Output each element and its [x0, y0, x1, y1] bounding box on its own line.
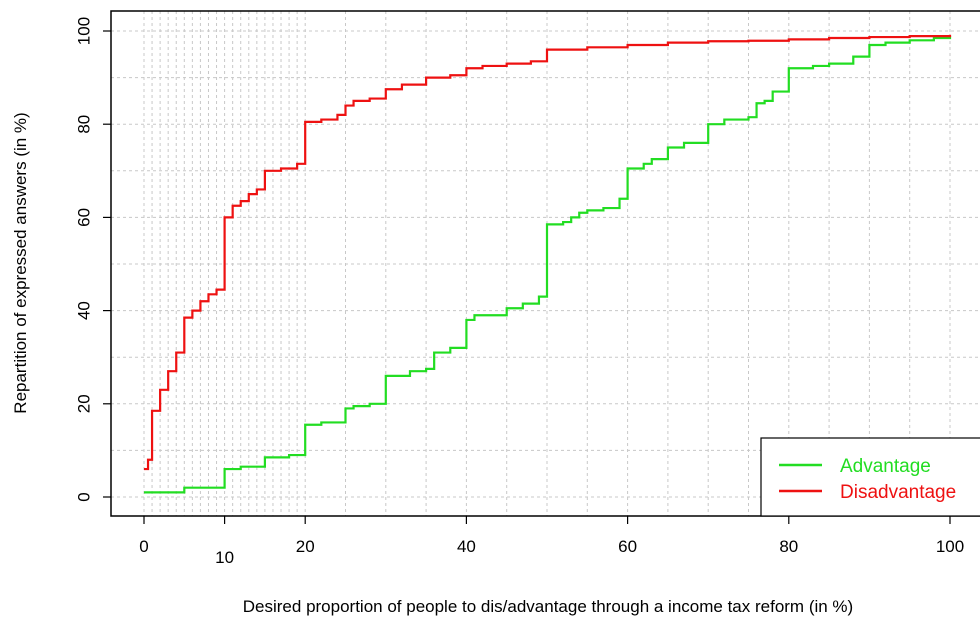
legend: Advantage Disadvantage — [760, 437, 980, 517]
y-tick-label: 80 — [74, 115, 93, 134]
y-tick-label: 100 — [74, 17, 93, 45]
legend-box — [760, 437, 980, 517]
legend-label-advantage: Advantage — [840, 456, 931, 477]
x-tick-label: 100 — [936, 537, 964, 556]
series-lines — [144, 34, 952, 494]
y-tick-label: 20 — [74, 394, 93, 413]
x-tick-label: 60 — [618, 537, 637, 556]
x-tick-label: 20 — [296, 537, 315, 556]
x-tick-label: 40 — [457, 537, 476, 556]
x-axis: 0 10 20 40 60 80 100 — [139, 516, 964, 567]
y-tick-label: 0 — [74, 492, 93, 501]
legend-label-disadvantage: Disadvantage — [840, 482, 956, 503]
series-line-advantage — [144, 35, 952, 494]
y-tick-label: 40 — [74, 301, 93, 320]
x-tick-label: 0 — [139, 537, 148, 556]
x-axis-label: Desired proportion of people to dis/adva… — [243, 597, 853, 616]
plot-frame — [110, 10, 980, 517]
x-tick-label: 80 — [779, 537, 798, 556]
y-axis: 0 20 40 60 80 100 — [74, 17, 111, 502]
series-line-disadvantage — [144, 34, 952, 471]
y-axis-label: Repartition of expressed answers (in %) — [11, 112, 30, 413]
y-tick-label: 60 — [74, 208, 93, 227]
x-tick-label: 10 — [215, 548, 234, 567]
